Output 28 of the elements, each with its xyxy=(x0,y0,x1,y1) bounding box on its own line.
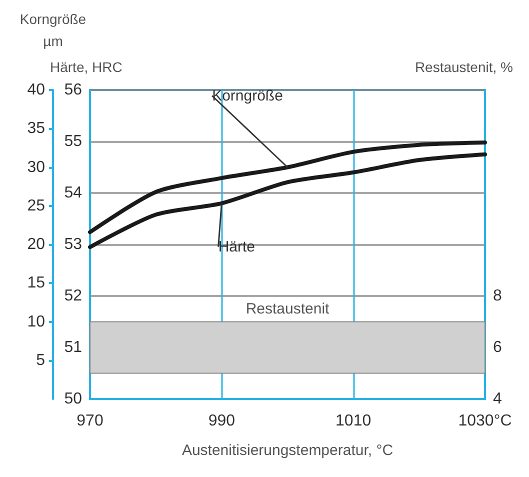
y2-axis-title: Härte, HRC xyxy=(50,59,122,75)
y2-tick-label: 53 xyxy=(64,236,82,253)
y3-tick-label: 8 xyxy=(493,288,502,304)
y-tick-label: 10 xyxy=(27,313,46,330)
y-tick-label: 30 xyxy=(27,158,46,176)
y2-tick-label: 52 xyxy=(64,288,82,304)
y2-tick-label: 56 xyxy=(64,82,82,98)
y2-tick-label: 51 xyxy=(64,339,82,356)
y-tick-label: 25 xyxy=(27,197,46,214)
x-tick-label: 1030°C xyxy=(458,412,512,430)
y2-tick-label: 54 xyxy=(64,184,82,202)
y3-tick-label: 6 xyxy=(493,339,502,356)
line-series xyxy=(88,140,487,234)
x-tick-label: 970 xyxy=(76,412,104,430)
y-axis-title: Korngröße µm xyxy=(20,11,86,49)
y3-axis-title: Restaustenit, % xyxy=(414,59,513,75)
y-tick-label: 15 xyxy=(27,274,46,292)
y-tick-label: 35 xyxy=(27,120,46,138)
x-tick-label: 990 xyxy=(208,412,236,430)
y2-tick-label: 55 xyxy=(64,133,82,150)
band-label: Restaustenit xyxy=(246,300,330,318)
y-tick-label: 40 xyxy=(27,82,46,98)
y2-tick-label: 50 xyxy=(64,390,82,408)
y-tick-label: 20 xyxy=(27,236,46,253)
y-tick-label: 5 xyxy=(36,352,46,369)
x-axis-title: Austenitisierungstemperatur, °C xyxy=(182,442,394,459)
y3-tick-label: 4 xyxy=(493,390,502,408)
x-tick-label: 1010 xyxy=(336,412,372,430)
